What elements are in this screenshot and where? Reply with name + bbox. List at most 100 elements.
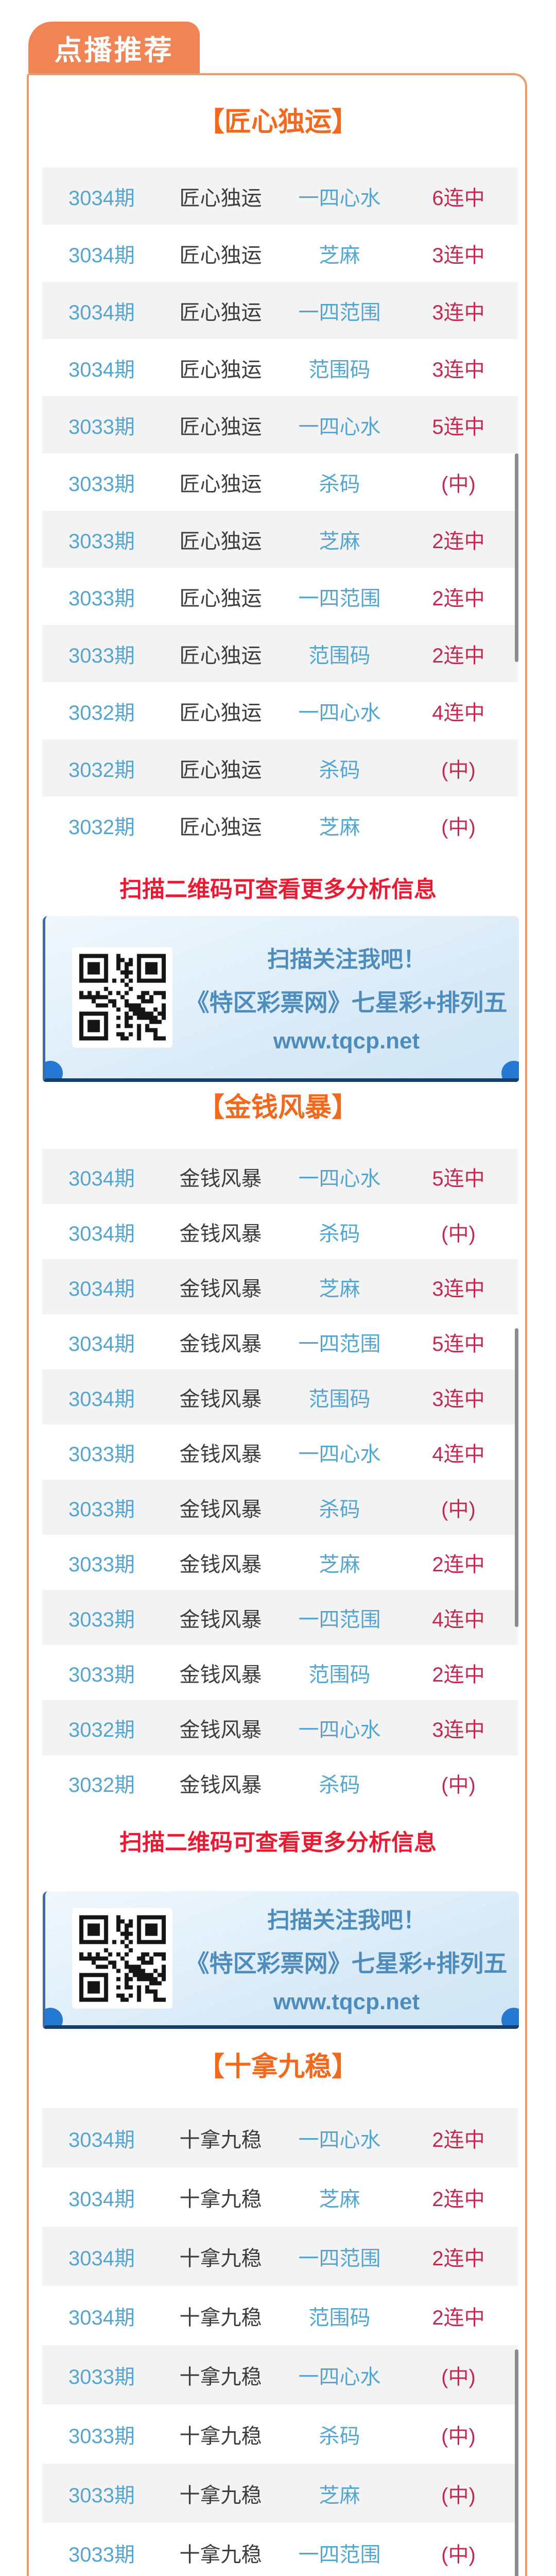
table-row[interactable]: 3033期 匠心独运 杀码 (中) [42, 453, 518, 511]
scrollbar[interactable] [515, 2349, 518, 2576]
cell-type: 杀码 [319, 1773, 360, 1797]
qr-panel-line1: 扫描关注我吧！ [267, 946, 426, 972]
section-title-jiangxinduyun: 【匠心独运】 [197, 107, 358, 137]
table-row[interactable]: 3034期 十拿九稳 范围码 2连中 [42, 2286, 518, 2345]
cell-period: 3032期 [68, 758, 135, 782]
cell-period: 3034期 [68, 2188, 135, 2211]
cell-result: (中) [441, 816, 476, 839]
table-row[interactable]: 3032期 金钱风暴 一四心水 3连中 [42, 1700, 518, 1755]
tab-recommend[interactable]: 点播推荐 [28, 22, 200, 73]
cell-name: 金钱风暴 [179, 1222, 262, 1245]
table-row[interactable]: 3033期 十拿九稳 一四范围 (中) [42, 2523, 518, 2576]
table-row[interactable]: 3034期 金钱风暴 一四心水 5连中 [42, 1149, 518, 1204]
cell-type: 范围码 [308, 1663, 371, 1686]
table-row[interactable]: 3034期 十拿九稳 一四范围 2连中 [42, 2227, 518, 2286]
table-row[interactable]: 3032期 匠心独运 芝麻 (中) [42, 796, 518, 854]
table-row[interactable]: 3033期 十拿九稳 芝麻 (中) [42, 2464, 518, 2523]
table-row[interactable]: 3034期 十拿九稳 芝麻 2连中 [42, 2167, 518, 2227]
cell-period: 3034期 [68, 2306, 135, 2329]
table-row[interactable]: 3034期 匠心独运 一四心水 6连中 [42, 167, 518, 225]
cell-result: 3连中 [432, 358, 485, 381]
cell-name: 十拿九稳 [179, 2365, 262, 2388]
cell-name: 十拿九稳 [179, 2306, 262, 2329]
cell-name: 金钱风暴 [179, 1387, 262, 1411]
cell-result: 4连中 [432, 1443, 485, 1466]
cell-name: 匠心独运 [179, 644, 262, 667]
cell-period: 3032期 [68, 816, 135, 839]
section-title-jinqianfengbao: 【金钱风暴】 [197, 1093, 358, 1123]
table-row[interactable]: 3034期 金钱风暴 一四范围 5连中 [42, 1314, 518, 1369]
qr-panel-text: 扫描关注我吧！ 《特区彩票网》七星彩+排列五 www.tqcp.net [179, 1891, 514, 2025]
cell-name: 匠心独运 [179, 587, 262, 610]
scrollbar[interactable] [515, 1328, 518, 1627]
cell-period: 3033期 [68, 1553, 135, 1576]
table-row[interactable]: 3032期 金钱风暴 杀码 (中) [42, 1755, 518, 1810]
table-row[interactable]: 3032期 匠心独运 杀码 (中) [42, 739, 518, 796]
cell-result: (中) [441, 2365, 476, 2388]
cell-name: 金钱风暴 [179, 1553, 262, 1576]
table-row[interactable]: 3033期 十拿九稳 一四心水 (中) [42, 2345, 518, 2404]
cell-type: 杀码 [319, 472, 360, 496]
table-row[interactable]: 3033期 匠心独运 一四心水 5连中 [42, 396, 518, 453]
cell-period: 3033期 [68, 2425, 135, 2448]
cell-period: 3032期 [68, 1773, 135, 1797]
qr-panel-text: 扫描关注我吧！ 《特区彩票网》七星彩+排列五 www.tqcp.net [179, 916, 514, 1078]
table-row[interactable]: 3033期 金钱风暴 杀码 (中) [42, 1480, 518, 1535]
table-row[interactable]: 3034期 匠心独运 范围码 3连中 [42, 339, 518, 396]
cell-result: (中) [441, 758, 476, 782]
table-row[interactable]: 3034期 十拿九稳 一四心水 2连中 [42, 2108, 518, 2167]
table-row[interactable]: 3033期 金钱风暴 一四心水 4连中 [42, 1425, 518, 1480]
cell-name: 匠心独运 [179, 415, 262, 438]
cell-type: 一四范围 [298, 587, 381, 610]
table-row[interactable]: 3034期 匠心独运 一四范围 3连中 [42, 282, 518, 339]
cell-name: 金钱风暴 [179, 1608, 262, 1631]
cell-name: 金钱风暴 [179, 1167, 262, 1190]
table-row[interactable]: 3033期 金钱风暴 芝麻 2连中 [42, 1535, 518, 1590]
cell-period: 3034期 [68, 2247, 135, 2270]
cell-result: 2连中 [432, 2128, 485, 2151]
cell-type: 一四范围 [298, 2543, 381, 2566]
table-row[interactable]: 3034期 匠心独运 芝麻 3连中 [42, 225, 518, 282]
cell-type: 杀码 [319, 2425, 360, 2448]
cell-name: 匠心独运 [179, 816, 262, 839]
qr-code-box [72, 947, 172, 1047]
cell-result: 5连中 [432, 415, 485, 438]
table-row[interactable]: 3032期 匠心独运 一四心水 4连中 [42, 682, 518, 739]
table-row[interactable]: 3034期 金钱风暴 芝麻 3连中 [42, 1259, 518, 1314]
cell-name: 匠心独运 [179, 530, 262, 553]
website-url[interactable]: www.tqcp.net [273, 1989, 420, 2014]
cell-name: 十拿九稳 [179, 2484, 262, 2507]
website-url[interactable]: www.tqcp.net [273, 1028, 420, 1054]
cell-name: 匠心独运 [179, 244, 262, 267]
qr-promo-panel: 扫描关注我吧！ 《特区彩票网》七星彩+排列五 www.tqcp.net [43, 1891, 519, 2029]
cell-period: 3033期 [68, 2543, 135, 2566]
cell-result: 5连中 [432, 1332, 485, 1355]
table-row[interactable]: 3034期 金钱风暴 杀码 (中) [42, 1204, 518, 1259]
scrollbar[interactable] [515, 453, 518, 662]
cell-type: 一四心水 [298, 1443, 381, 1466]
table-row[interactable]: 3033期 金钱风暴 范围码 2连中 [42, 1645, 518, 1700]
cell-type: 芝麻 [319, 1553, 360, 1576]
cell-type: 芝麻 [319, 530, 360, 553]
cell-period: 3032期 [68, 701, 135, 724]
cell-result: (中) [441, 2484, 476, 2507]
cell-name: 匠心独运 [179, 187, 262, 210]
cell-result: 5连中 [432, 1167, 485, 1190]
cell-result: 3连中 [432, 244, 485, 267]
table-row[interactable]: 3033期 金钱风暴 一四范围 4连中 [42, 1590, 518, 1645]
cell-result: (中) [441, 2543, 476, 2566]
cell-type: 一四心水 [298, 1718, 381, 1741]
cell-type: 一四范围 [298, 1332, 381, 1355]
table-row[interactable]: 3033期 匠心独运 范围码 2连中 [42, 625, 518, 682]
cell-result: 4连中 [432, 1608, 485, 1631]
qr-code-box [72, 1908, 172, 2009]
section-title-shinajiuwen: 【十拿九稳】 [197, 2052, 358, 2082]
cell-name: 十拿九稳 [179, 2128, 262, 2151]
table-row[interactable]: 3033期 十拿九稳 杀码 (中) [42, 2404, 518, 2464]
cell-period: 3034期 [68, 358, 135, 381]
table-row[interactable]: 3033期 匠心独运 芝麻 2连中 [42, 511, 518, 568]
table-row[interactable]: 3034期 金钱风暴 范围码 3连中 [42, 1369, 518, 1425]
table-row[interactable]: 3033期 匠心独运 一四范围 2连中 [42, 568, 518, 625]
cell-period: 3033期 [68, 530, 135, 553]
cell-type: 范围码 [308, 644, 371, 667]
